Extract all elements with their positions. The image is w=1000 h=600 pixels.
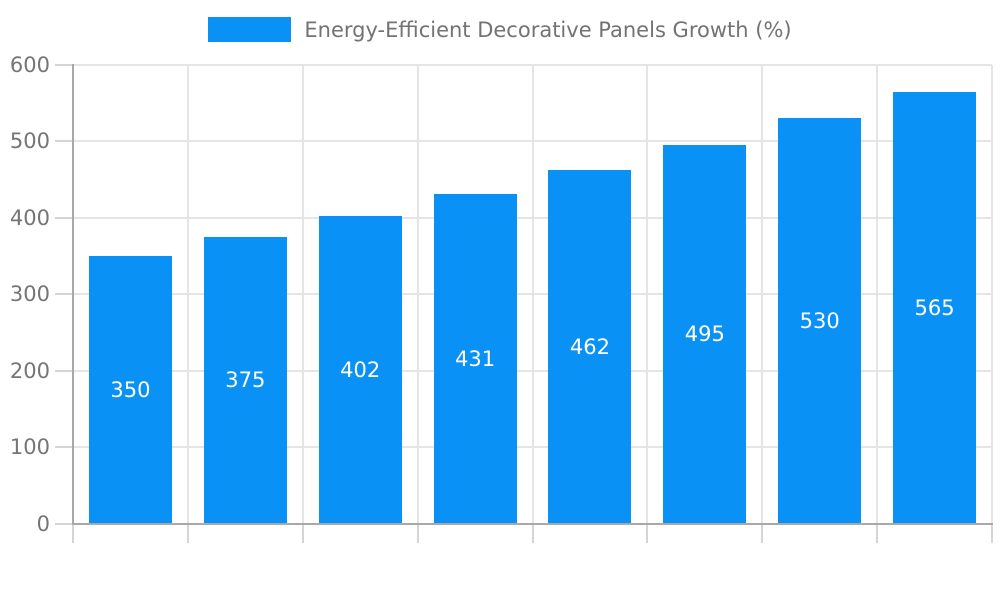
legend-swatch — [208, 17, 292, 42]
x-axis-tick — [761, 523, 764, 543]
y-axis-tick-label: 100 — [9, 435, 50, 460]
y-axis-tick-label: 400 — [9, 205, 50, 230]
gridline-vertical — [301, 65, 304, 524]
x-axis-tick — [301, 523, 304, 543]
gridline-vertical — [531, 65, 534, 524]
y-axis-tick-label: 500 — [9, 129, 50, 154]
y-axis-tick-label: 300 — [9, 282, 50, 307]
y-axis-tick — [55, 293, 73, 296]
bar-value-label: 375 — [225, 368, 266, 393]
x-axis-tick — [186, 523, 189, 543]
y-axis-tick-label: 600 — [9, 53, 50, 77]
x-axis-tick — [991, 523, 993, 543]
gridline-vertical — [646, 65, 649, 524]
bar — [433, 194, 517, 524]
y-axis-tick — [55, 522, 73, 525]
y-axis-line — [72, 64, 74, 525]
gridline-vertical — [416, 65, 419, 524]
gridline-vertical — [761, 65, 764, 524]
legend-label: Energy-Efficient Decorative Panels Growt… — [304, 17, 792, 42]
x-axis-tick — [646, 523, 649, 543]
gridline-vertical — [991, 65, 993, 524]
bar-value-label: 402 — [340, 357, 381, 382]
x-axis-tick — [416, 523, 419, 543]
bar — [548, 170, 632, 524]
bar — [318, 216, 402, 524]
x-axis-tick — [876, 523, 879, 543]
bar-value-label: 565 — [914, 295, 955, 320]
bar-value-label: 462 — [569, 334, 610, 359]
y-axis-tick — [55, 446, 73, 449]
bar-value-label: 350 — [110, 377, 151, 402]
bar-value-label: 530 — [799, 308, 840, 333]
x-axis-tick — [531, 523, 534, 543]
y-axis-tick-label: 200 — [9, 358, 50, 383]
gridline-vertical — [876, 65, 879, 524]
x-axis-line — [72, 522, 993, 525]
bar-value-label: 431 — [455, 346, 496, 371]
x-axis-tick — [72, 523, 74, 543]
y-axis-tick — [55, 369, 73, 372]
y-axis-tick — [55, 64, 73, 66]
bar — [663, 145, 747, 524]
gridline-vertical — [186, 65, 189, 524]
y-axis-tick — [55, 216, 73, 219]
bar — [203, 236, 287, 524]
chart-legend: Energy-Efficient Decorative Panels Growt… — [0, 17, 1000, 42]
bar — [88, 256, 172, 524]
bar — [778, 118, 862, 524]
y-axis-tick — [55, 140, 73, 143]
bar-value-label: 495 — [684, 322, 725, 347]
bar — [893, 91, 977, 524]
y-axis-tick-label: 0 — [36, 511, 50, 536]
